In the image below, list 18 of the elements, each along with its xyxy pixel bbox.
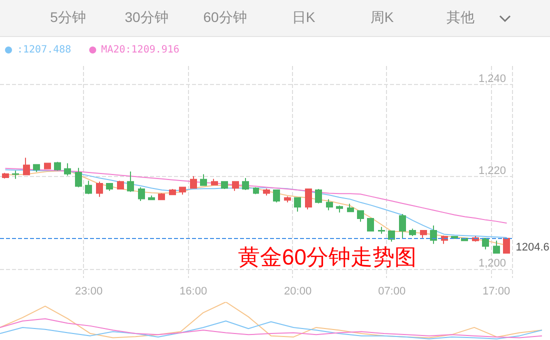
y-tick-label: 1,240 bbox=[478, 72, 506, 85]
text: 周K bbox=[370, 9, 394, 27]
text: 60分钟 bbox=[203, 9, 247, 27]
text: 其他 bbox=[446, 9, 474, 27]
x-tick-label: 07:00 bbox=[378, 286, 406, 298]
text: 日K bbox=[292, 9, 316, 27]
text: 30分钟 bbox=[124, 9, 168, 27]
legend-label: MA20:1209.916 bbox=[101, 44, 180, 56]
text: 5分钟 bbox=[50, 9, 86, 27]
y-tick-label: 1,200 bbox=[478, 257, 506, 270]
x-tick-label: 23:00 bbox=[75, 286, 103, 298]
x-tick-label: 17:00 bbox=[482, 286, 510, 298]
annotation: 黄金60分钟走势图 bbox=[238, 244, 416, 270]
x-tick-label: 16:00 bbox=[180, 286, 208, 298]
legend-label: :1207.488 bbox=[17, 44, 72, 56]
y-tick-label: 1,220 bbox=[478, 165, 506, 178]
x-tick-label: 20:00 bbox=[284, 286, 312, 298]
annotation: 1204.6 bbox=[516, 242, 550, 254]
